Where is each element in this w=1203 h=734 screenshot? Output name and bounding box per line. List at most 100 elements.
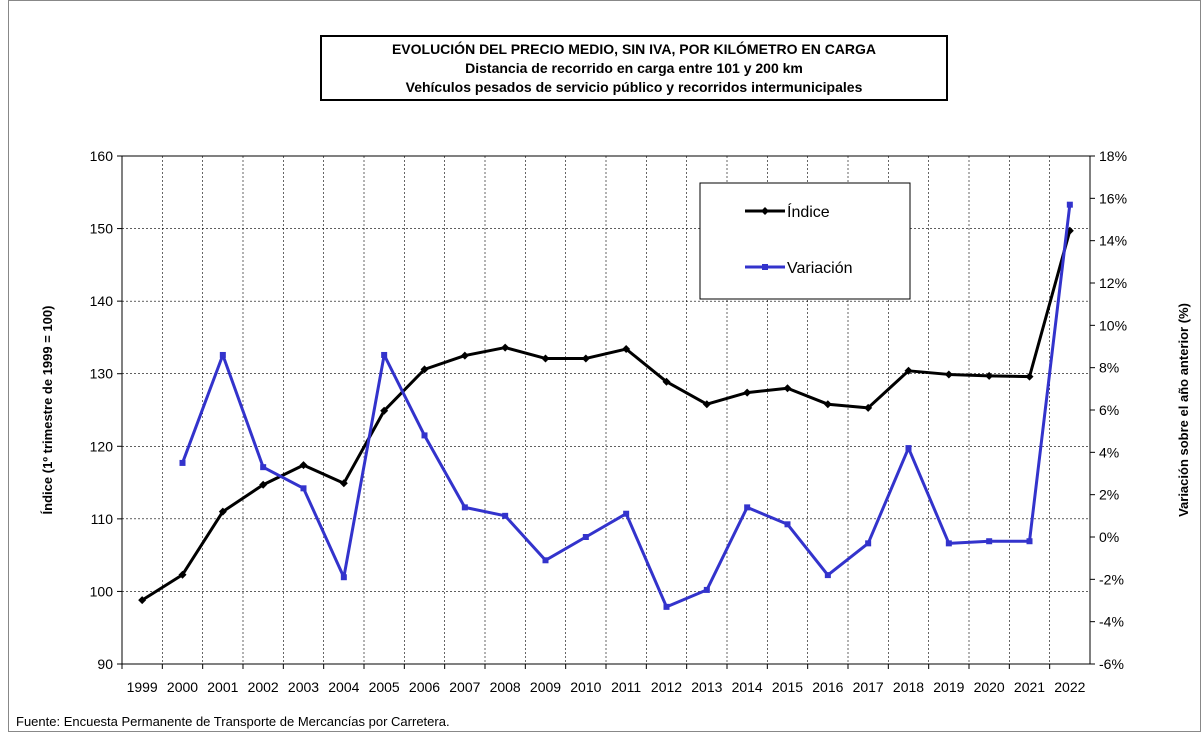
chart-subtitle-2: Vehículos pesados de servicio público y … [405, 79, 863, 95]
data-point-indice [1025, 372, 1034, 381]
legend-label-indice: Índice [787, 202, 830, 221]
data-point-variacion [340, 574, 347, 581]
x-tick-label: 2012 [651, 679, 682, 695]
y2-axis-label: Variación sobre el año anterior (%) [1176, 303, 1191, 517]
x-tick-label: 2007 [449, 679, 480, 695]
data-point-variacion [945, 540, 952, 547]
y2-tick-label: 8% [1099, 360, 1119, 376]
y-axis-label: Índice (1º trimestre de 1999 = 100) [40, 306, 55, 515]
y2-tick-label: 18% [1099, 148, 1127, 164]
chart-subtitle-1: Distancia de recorrido en carga entre 10… [465, 60, 803, 76]
data-point-indice [178, 570, 187, 579]
data-point-variacion [421, 432, 428, 439]
legend-marker-variacion [762, 264, 768, 270]
x-tick-label: 2003 [288, 679, 319, 695]
data-point-variacion [1066, 201, 1073, 208]
data-point-variacion [542, 557, 549, 564]
data-point-indice [460, 351, 469, 360]
data-point-variacion [663, 603, 670, 610]
data-point-indice [783, 384, 792, 393]
y-tick-label: 110 [91, 511, 114, 527]
data-point-indice [420, 365, 429, 374]
y-tick-label: 90 [97, 656, 113, 672]
data-point-variacion [865, 540, 872, 547]
data-point-indice [904, 366, 913, 375]
data-point-variacion [300, 485, 307, 492]
data-point-variacion [219, 351, 226, 358]
data-point-variacion [986, 538, 993, 545]
y2-tick-label: 12% [1099, 275, 1127, 291]
data-point-indice [702, 400, 711, 409]
x-tick-label: 2002 [248, 679, 279, 695]
data-point-indice [380, 406, 389, 415]
data-point-indice [501, 343, 510, 352]
x-tick-label: 2000 [167, 679, 198, 695]
data-point-indice [259, 480, 268, 489]
y2-tick-label: 10% [1099, 317, 1127, 333]
data-point-variacion [824, 572, 831, 579]
y2-tick-label: -2% [1099, 571, 1124, 587]
data-point-indice [541, 354, 550, 363]
data-point-variacion [260, 464, 267, 471]
data-point-indice [581, 354, 590, 363]
x-tick-label: 2020 [974, 679, 1005, 695]
data-point-indice [218, 507, 227, 516]
x-tick-label: 2018 [893, 679, 924, 695]
x-tick-label: 2008 [490, 679, 521, 695]
source-note: Fuente: Encuesta Permanente de Transport… [16, 714, 450, 729]
y2-tick-label: 0% [1099, 529, 1119, 545]
x-tick-label: 2009 [530, 679, 561, 695]
y-tick-label: 100 [90, 583, 114, 599]
y-tick-label: 140 [90, 293, 114, 309]
x-tick-label: 2016 [812, 679, 843, 695]
x-tick-label: 2017 [853, 679, 884, 695]
legend-label-variacion: Variación [787, 260, 853, 277]
x-tick-label: 2001 [207, 679, 238, 695]
x-tick-label: 2013 [691, 679, 722, 695]
y2-tick-label: -6% [1099, 656, 1124, 672]
data-point-indice [864, 403, 873, 412]
data-point-variacion [703, 586, 710, 593]
x-tick-label: 1999 [127, 679, 158, 695]
y-tick-label: 130 [90, 366, 114, 382]
series-line-variacion [181, 204, 1072, 609]
chart-title: EVOLUCIÓN DEL PRECIO MEDIO, SIN IVA, POR… [391, 41, 877, 57]
data-point-indice [299, 461, 308, 470]
legend-box [699, 182, 911, 300]
legend: Índice Variación [699, 182, 911, 300]
y2-tick-label: -4% [1099, 614, 1124, 630]
data-point-indice [743, 388, 752, 397]
data-point-variacion [381, 351, 388, 358]
y-tick-label: 120 [90, 438, 114, 454]
x-tick-label: 2021 [1014, 679, 1045, 695]
data-point-variacion [582, 534, 589, 540]
data-point-variacion [784, 521, 791, 528]
data-point-variacion [179, 459, 186, 466]
y-axis-left: 90 100 110 120 130 140 150 160 [90, 148, 122, 672]
y2-tick-label: 16% [1099, 190, 1127, 206]
y2-tick-label: 6% [1099, 402, 1119, 418]
x-tick-label: 2019 [933, 679, 964, 695]
x-axis: 1999 2000 2001 2002 2003 2004 2005 2006 2007 2008… [121, 664, 1086, 695]
data-point-indice [823, 400, 832, 409]
y-tick-label: 150 [90, 221, 114, 237]
data-point-indice [339, 479, 348, 488]
data-point-indice [662, 377, 671, 386]
data-point-variacion [1026, 538, 1033, 545]
data-point-indice [622, 345, 631, 354]
x-tick-label: 2005 [369, 679, 400, 695]
chart-title-box: EVOLUCIÓN DEL PRECIO MEDIO, SIN IVA, POR… [320, 35, 948, 101]
y2-tick-label: 2% [1099, 487, 1119, 503]
x-tick-label: 2015 [772, 679, 803, 695]
x-tick-label: 2004 [328, 679, 359, 695]
data-point-indice [138, 596, 147, 605]
x-tick-label: 2011 [611, 679, 641, 695]
x-tick-label: 2022 [1054, 679, 1085, 695]
data-point-variacion [905, 445, 912, 452]
x-tick-label: 2010 [570, 679, 601, 695]
data-point-variacion [623, 510, 630, 517]
grid-lines [122, 156, 1090, 664]
x-tick-label: 2014 [732, 679, 763, 695]
y2-tick-label: 4% [1099, 444, 1119, 460]
